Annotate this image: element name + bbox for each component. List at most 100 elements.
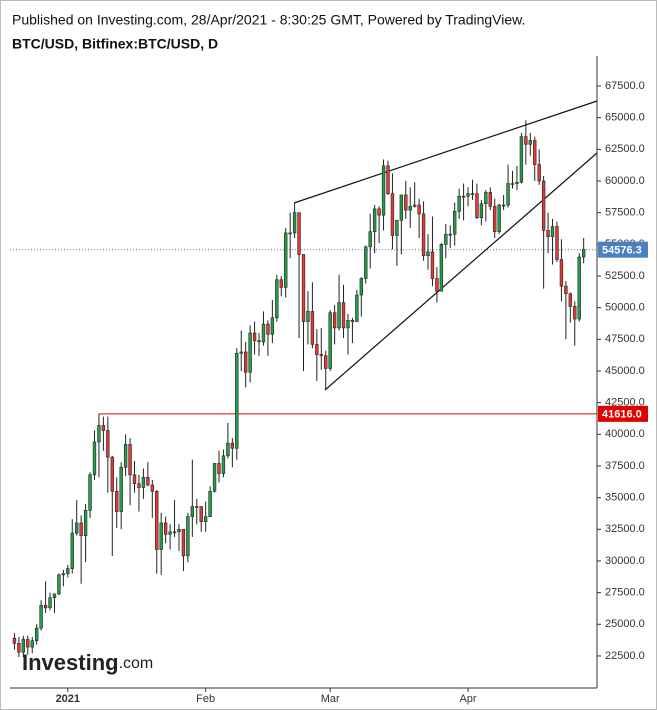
candle-body (332, 312, 337, 329)
y-tick-label: 25000.0 (605, 618, 645, 630)
candle-body (292, 212, 297, 234)
candle-body (199, 506, 203, 522)
candle-body (26, 639, 30, 648)
candle-body (177, 528, 181, 533)
candle-body (97, 425, 101, 443)
source-note: Published on Investing.com, 28/Apr/2021 … (12, 12, 525, 28)
candle-body (386, 165, 390, 194)
candle-body (288, 232, 292, 235)
candle-body (203, 516, 208, 522)
candle-body (381, 165, 386, 216)
candle-body (404, 194, 408, 211)
candle-body (39, 604, 43, 629)
wedge-upper-line (293, 100, 598, 204)
candle-body (257, 340, 261, 343)
candle-body (546, 230, 550, 238)
candle-body (181, 528, 186, 557)
candle-body (244, 351, 248, 373)
candle-body (559, 259, 564, 287)
candle-body (30, 640, 34, 648)
candle-body (395, 219, 399, 236)
y-tick-label: 65000.0 (605, 112, 645, 124)
candle-body (568, 293, 572, 307)
candle-body (21, 639, 26, 653)
candle-body (461, 195, 466, 198)
candle-body (581, 249, 586, 258)
candle-body (390, 193, 395, 236)
candle-body (426, 251, 430, 257)
y-tick-label: 47500.0 (605, 333, 645, 345)
candle-body (484, 192, 488, 205)
candle-body (159, 522, 163, 550)
candle-body (12, 637, 17, 644)
candle-body (448, 233, 452, 236)
y-tick-label: 27500.0 (605, 587, 645, 599)
level-label: 41616.0 (602, 409, 642, 421)
candle-body (346, 320, 350, 329)
candle-body (57, 574, 61, 595)
candle-body (510, 183, 515, 185)
candle-body (408, 206, 412, 211)
logo: Investing.com (22, 650, 153, 675)
candle-body (150, 484, 154, 492)
y-tick-label: 32500.0 (605, 523, 645, 535)
candle-body (123, 444, 128, 468)
y-tick-label: 52500.0 (605, 270, 645, 282)
x-tick-label: Apr (459, 693, 476, 705)
candle-body (226, 442, 230, 457)
candle-body (306, 311, 310, 322)
candle-body (435, 278, 439, 292)
y-tick-label: 50000.0 (605, 302, 645, 314)
candle-body (137, 483, 141, 488)
candle-body (168, 531, 172, 535)
candle-body (79, 522, 83, 536)
candle-body (17, 642, 21, 653)
candle-body (110, 456, 114, 492)
candle-body (83, 510, 88, 536)
candle-body (266, 323, 270, 335)
candle-body (350, 320, 355, 322)
y-tick-label: 37500.0 (605, 460, 645, 472)
candle-body (533, 140, 537, 165)
candle-body (252, 332, 257, 341)
candle-body (101, 425, 106, 431)
candle-body (235, 352, 239, 449)
candle-body (417, 204, 421, 215)
candle-body (377, 208, 381, 216)
logo-suffix: .com (119, 655, 154, 672)
candle-body (337, 302, 341, 329)
candle-body (439, 244, 444, 292)
candle-body (493, 206, 497, 232)
candle-body (497, 204, 501, 232)
candle-body (501, 204, 506, 207)
candle-body (430, 251, 435, 279)
candle-body (172, 531, 177, 534)
candle-body (341, 302, 346, 329)
y-tick-label: 60000.0 (605, 175, 645, 187)
candle-body (412, 204, 417, 207)
candle-body (324, 355, 328, 369)
candle-body (319, 354, 323, 357)
candle-body (399, 194, 404, 221)
candle-body (315, 344, 319, 355)
y-tick-label: 35000.0 (605, 492, 645, 504)
candle-body (506, 183, 510, 206)
candle-body (163, 522, 168, 535)
candle-body (261, 323, 266, 343)
x-tick-label: Feb (196, 693, 215, 705)
candle-body (155, 491, 159, 550)
candle-body (128, 444, 132, 476)
candle-body (359, 278, 363, 296)
x-tick-label: 2021 (56, 693, 80, 705)
y-tick-label: 57500.0 (605, 207, 645, 219)
candle-body (537, 164, 541, 182)
candle-body (146, 477, 150, 486)
last-price-label: 54576.3 (602, 245, 642, 257)
candle-body (92, 441, 97, 476)
candle-body (355, 294, 359, 322)
y-tick-label: 45000.0 (605, 365, 645, 377)
candle-body (221, 455, 226, 474)
wedge-lower-line (324, 152, 598, 391)
candle-body (528, 140, 532, 145)
